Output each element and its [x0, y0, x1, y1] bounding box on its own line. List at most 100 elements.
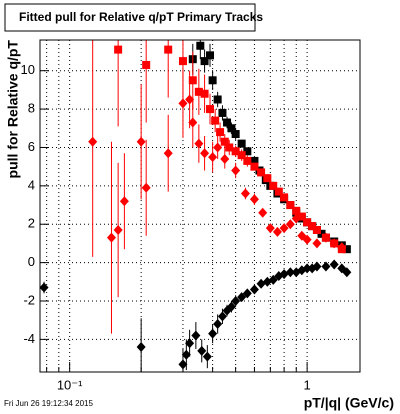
marker-diamond — [226, 301, 236, 312]
marker-square — [227, 124, 236, 133]
marker-square — [142, 60, 151, 69]
marker-square — [200, 89, 209, 98]
marker-diamond — [217, 311, 227, 322]
marker-square — [312, 225, 321, 234]
marker-diamond — [321, 232, 331, 243]
marker-diamond — [231, 295, 241, 306]
marker-square — [231, 147, 240, 156]
marker-square — [308, 222, 317, 231]
marker-diamond — [40, 282, 49, 293]
marker-diamond — [268, 274, 278, 285]
marker-diamond — [197, 345, 207, 356]
marker-diamond — [285, 267, 295, 278]
marker-square — [257, 168, 266, 177]
marker-diamond — [240, 188, 250, 199]
marker-square — [274, 187, 283, 196]
marker-square — [250, 156, 259, 165]
marker-diamond — [329, 259, 339, 270]
marker-diamond — [136, 342, 146, 353]
marker-square — [286, 201, 295, 210]
marker-diamond — [279, 269, 289, 280]
x-tick-label: 1 — [303, 377, 310, 392]
marker-diamond — [202, 351, 212, 362]
marker-diamond — [106, 232, 116, 243]
marker-square — [218, 108, 227, 117]
y-tick-label: 8 — [28, 101, 35, 116]
marker-square — [269, 181, 278, 190]
marker-square — [297, 212, 306, 221]
marker-diamond — [312, 238, 322, 249]
marker-square — [188, 76, 197, 85]
marker-diamond — [302, 263, 312, 274]
x-tick-label: 10⁻¹ — [57, 377, 83, 392]
marker-square — [196, 41, 205, 50]
marker-diamond — [272, 226, 282, 237]
marker-diamond — [231, 165, 241, 176]
marker-diamond — [337, 242, 347, 253]
marker-square — [280, 193, 289, 202]
marker-square — [220, 137, 229, 146]
marker-diamond — [136, 136, 146, 147]
marker-square — [250, 162, 259, 171]
chart-title: Fitted pull for Relative q/pT Primary Tr… — [19, 10, 263, 24]
marker-square — [206, 105, 215, 114]
marker-diamond — [181, 349, 191, 360]
marker-diamond — [191, 330, 201, 341]
marker-diamond — [249, 194, 259, 205]
marker-diamond — [113, 224, 123, 235]
marker-square — [208, 76, 217, 85]
marker-diamond — [178, 359, 188, 370]
marker-diamond — [220, 153, 230, 164]
marker-diamond — [194, 138, 204, 149]
y-tick-label: 10 — [21, 62, 35, 77]
marker-diamond — [213, 319, 223, 330]
marker-square — [164, 45, 173, 54]
marker-diamond — [88, 136, 98, 147]
marker-square — [342, 245, 351, 254]
marker-diamond — [285, 219, 295, 230]
marker-square — [243, 147, 252, 156]
y-tick-label: -4 — [23, 331, 35, 346]
title-box — [4, 3, 256, 32]
marker-diamond — [213, 142, 223, 153]
plot-area — [40, 40, 352, 372]
marker-square — [303, 218, 312, 227]
marker-diamond — [256, 278, 266, 289]
marker-diamond — [321, 261, 331, 272]
marker-diamond — [141, 182, 151, 193]
marker-square — [211, 116, 220, 125]
marker-square — [114, 45, 123, 54]
marker-square — [206, 51, 215, 60]
marker-square — [317, 229, 326, 238]
marker-square — [225, 143, 234, 152]
marker-square — [216, 128, 225, 137]
y-tick-label: -2 — [23, 292, 35, 307]
marker-diamond — [185, 338, 195, 349]
marker-diamond — [329, 238, 339, 249]
marker-diamond — [188, 117, 198, 128]
axes-frame — [39, 39, 361, 373]
x-axis-label: pT/|q| (GeV/c) — [304, 395, 394, 411]
marker-diamond — [163, 148, 173, 159]
marker-diamond — [342, 267, 352, 278]
marker-diamond — [279, 223, 289, 234]
marker-square — [292, 206, 301, 215]
y-tick-label: 6 — [28, 139, 35, 154]
marker-square — [223, 118, 232, 127]
marker-square — [231, 130, 240, 139]
marker-square — [243, 156, 252, 165]
y-tick-label: 2 — [28, 216, 35, 231]
marker-diamond — [302, 234, 312, 245]
marker-diamond — [265, 223, 275, 234]
marker-diamond — [249, 284, 259, 295]
marker-diamond — [200, 148, 210, 159]
marker-diamond — [312, 261, 322, 272]
marker-diamond — [237, 292, 247, 303]
footer: Fri Jun 26 19:12:34 2015 — [4, 399, 94, 408]
marker-diamond — [291, 213, 301, 224]
marker-diamond — [258, 207, 268, 218]
y-axis-label: pull for Relative q/pT — [5, 40, 21, 179]
marker-square — [194, 87, 203, 96]
marker-diamond — [178, 98, 188, 109]
